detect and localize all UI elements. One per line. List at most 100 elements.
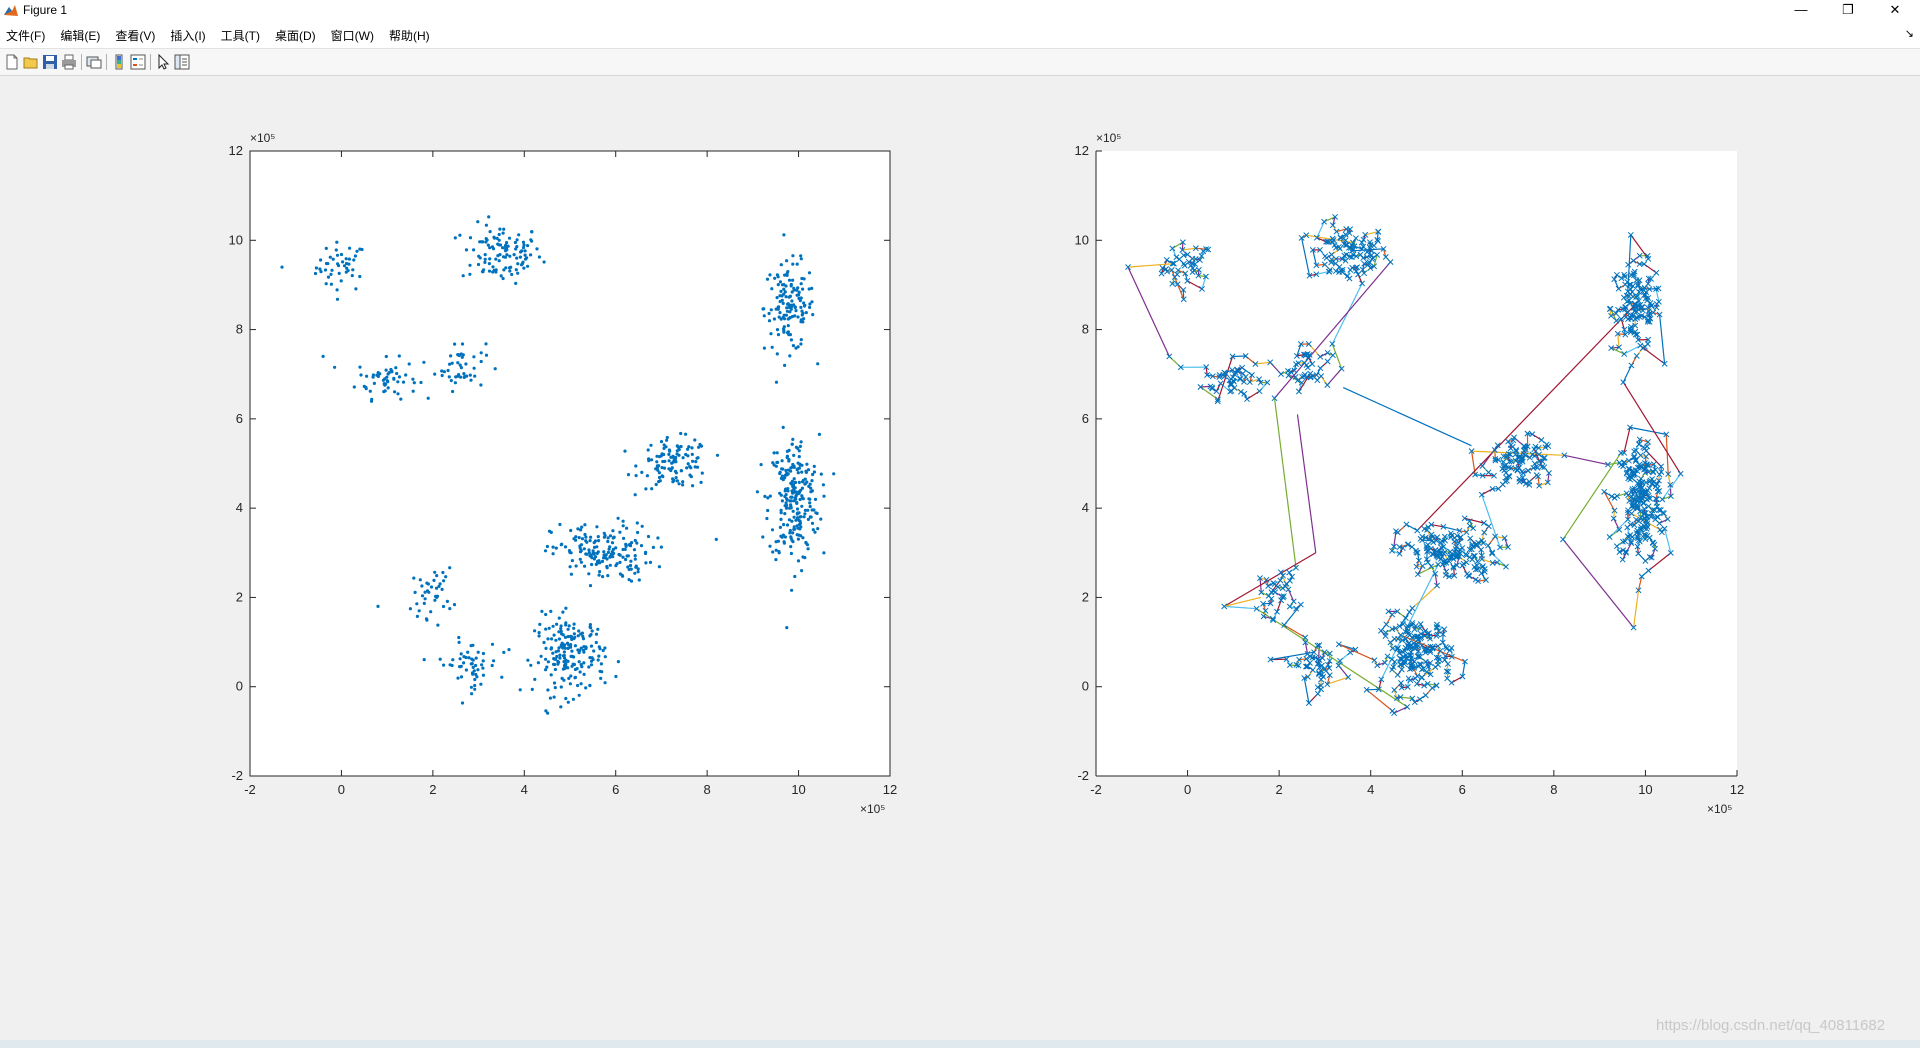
scatter-point [794,493,798,498]
dock-arrow-icon[interactable]: ↘ [1904,28,1914,40]
scatter-point [665,435,669,440]
scatter-point [568,634,573,639]
scatter-point [797,293,801,297]
new-figure-icon[interactable] [3,53,21,71]
x-marker [1347,266,1354,273]
scatter-point [561,654,566,658]
minimize-button[interactable]: — [1794,2,1808,17]
menu-help[interactable]: 帮助(H) [388,29,430,43]
x-marker [1433,621,1440,628]
x-marker [1402,644,1409,651]
save-icon[interactable] [41,53,59,71]
x-marker [1642,536,1649,543]
scatter-point [339,279,343,283]
scatter-point [492,235,496,239]
scatter-point [395,371,399,376]
path-segment [1357,274,1363,284]
path-segment [1639,438,1649,443]
x-marker [1641,261,1648,268]
scatter-point [777,549,781,554]
scatter-point [507,236,512,240]
x-marker [1430,539,1437,546]
x-marker [1239,370,1246,377]
x-marker [1536,482,1543,489]
x-marker [1394,644,1401,651]
x-marker [1631,453,1638,460]
scatter-point [791,483,796,487]
scatter-point [590,562,594,567]
path-segment [1665,434,1669,475]
scatter-point [464,362,468,366]
scatter-point [472,669,476,673]
scatter-point [689,466,693,470]
scatter-point [364,387,368,391]
x-marker [1262,607,1269,614]
x-marker [1382,633,1389,639]
scatter-point [517,233,521,237]
legend-icon[interactable] [129,53,147,71]
x-marker [1326,665,1333,672]
open-file-icon[interactable] [22,53,40,71]
scatter-point [384,368,388,372]
scatter-point [434,586,439,590]
scatter-point [396,380,400,384]
x-marker [1267,656,1274,663]
scatter-point [441,604,446,609]
property-inspector-icon[interactable] [173,53,191,71]
scatter-point [481,270,485,274]
scatter-point [775,273,780,277]
scatter-point [384,354,388,359]
x-marker [1404,623,1411,629]
menu-file[interactable]: 文件(F) [6,29,46,43]
menu-edit[interactable]: 编辑(E) [60,29,101,43]
scatter-point [341,260,345,264]
x-marker [1514,454,1521,461]
colorbar-icon[interactable] [110,53,128,71]
scatter-point [691,459,695,463]
scatter-point [423,590,427,594]
menu-window[interactable]: 窗口(W) [330,29,374,43]
menu-desktop[interactable]: 桌面(D) [274,29,316,43]
scatter-point [508,269,512,273]
menu-insert[interactable]: 插入(I) [170,29,206,43]
x-tick-label: 12 [1730,782,1744,797]
scatter-point [779,508,783,512]
x-marker [1608,345,1615,352]
scatter-point [448,362,452,366]
path-segment [1377,662,1386,666]
x-marker [1182,270,1189,277]
x-marker [1434,582,1440,589]
restore-button[interactable]: ❐ [1842,2,1854,17]
scatter-point [625,526,629,530]
edit-plot-arrow-icon[interactable] [154,53,172,71]
x-marker [1611,276,1618,283]
print-icon[interactable] [60,53,78,71]
scatter-point [574,535,578,539]
x-marker [1324,349,1331,356]
x-marker [1413,633,1420,640]
menu-view[interactable]: 查看(V) [115,29,156,43]
scatter-point [790,465,794,469]
x-marker [1365,261,1371,268]
scatter-point [567,549,572,553]
path-segment [1658,474,1661,481]
x-marker [1179,239,1186,246]
y-tick-label: 12 [1075,143,1089,158]
scatter-point [544,627,548,631]
window-titlebar: Figure 1 — ❐ ✕ [0,0,1920,22]
scatter-point [789,545,793,549]
menu-tools[interactable]: 工具(T) [220,29,260,43]
scatter-point [456,676,460,680]
path-segment [1427,683,1437,686]
scatter-point [765,516,769,521]
scatter-point [790,299,794,303]
path-segment [1623,345,1641,355]
scatter-point [558,656,562,660]
link-plot-icon[interactable] [85,53,103,71]
scatter-point [790,479,795,483]
close-button[interactable]: ✕ [1889,2,1901,17]
scatter-point [457,640,461,645]
